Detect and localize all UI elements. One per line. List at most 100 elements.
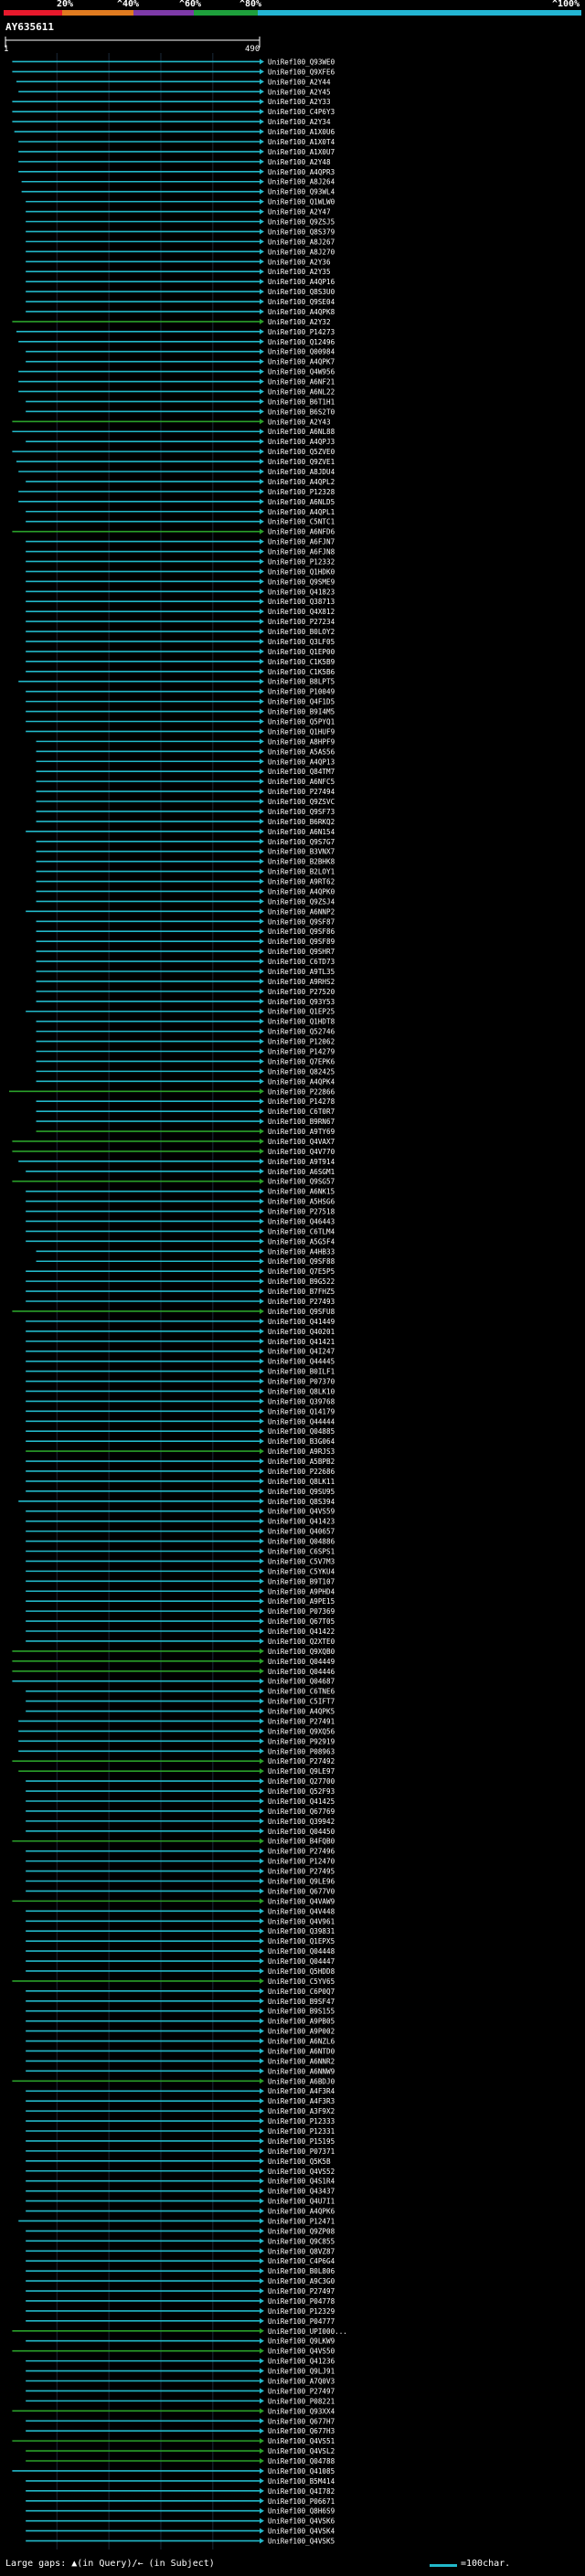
hit-label: UniRef100_P27518 <box>268 1208 335 1216</box>
hit-label: UniRef100_Q52746 <box>268 1028 335 1036</box>
hit-label: UniRef100_A9PE15 <box>268 1597 335 1606</box>
hit-label: UniRef100_P07370 <box>268 1378 335 1386</box>
hit-arrow <box>260 2168 264 2174</box>
hit-label: UniRef100_Q9SF73 <box>268 808 335 816</box>
ruler-label-start: 1 <box>4 45 8 54</box>
hit-label: UniRef100_P12470 <box>268 1858 335 1866</box>
hit-label: UniRef100_P15195 <box>268 2137 335 2146</box>
hit-arrow <box>260 938 264 945</box>
hit-arrow <box>260 2358 264 2364</box>
hit-label: UniRef100_Q9SF89 <box>268 938 335 946</box>
scale-label-100: ^100% <box>552 0 580 9</box>
hit-arrow <box>260 758 264 765</box>
hit-arrow <box>260 1807 264 1814</box>
hit-arrow <box>260 138 264 144</box>
hit-arrow <box>260 348 264 355</box>
hit-label: UniRef100_B9S155 <box>268 2008 335 2016</box>
hit-label: UniRef100_A1X0U6 <box>268 128 335 136</box>
hit-label: UniRef100_A5BPB2 <box>268 1458 335 1466</box>
hit-label: UniRef100_P14278 <box>268 1097 335 1106</box>
hit-label: UniRef100_A6NNW9 <box>268 2067 335 2075</box>
hit-arrow <box>260 898 264 905</box>
hit-arrow <box>260 2238 264 2244</box>
hit-label: UniRef100_Q8H6S9 <box>268 2507 335 2516</box>
hit-arrow <box>260 99 264 105</box>
hit-label: UniRef100_Q9ZSVC <box>268 798 335 806</box>
hit-arrow <box>260 368 264 375</box>
hit-label: UniRef100_B6T1H1 <box>268 398 335 406</box>
hit-label: UniRef100_Q39942 <box>268 1818 335 1826</box>
hit-arrow <box>260 119 264 125</box>
hit-arrow <box>260 1908 264 1914</box>
hit-label: UniRef100_Q1HDK0 <box>268 567 335 576</box>
hit-label: UniRef100_Q9ZSJ5 <box>268 218 335 227</box>
large-gaps-label: Large gaps: ▲(in Query)/← (in Subject) <box>5 2559 215 2569</box>
hit-label: UniRef100_Q1HUF9 <box>268 727 335 736</box>
hit-label: UniRef100_Q4F1D5 <box>268 698 335 706</box>
hit-arrow <box>260 818 264 824</box>
hit-label: UniRef100_B4FQB0 <box>268 1838 335 1846</box>
hit-label: UniRef100_Q9S7G7 <box>268 838 335 846</box>
hit-arrow <box>260 1048 264 1055</box>
hit-arrow <box>260 2378 264 2384</box>
hit-label: UniRef100_P27497 <box>268 2287 335 2295</box>
hit-arrow <box>260 2228 264 2234</box>
hit-label: UniRef100_P22866 <box>268 1087 335 1096</box>
hit-arrow <box>260 668 264 674</box>
hit-label: UniRef100_B9G522 <box>268 1277 335 1286</box>
hit-arrow <box>260 738 264 745</box>
hit-label: UniRef100_P12333 <box>268 2117 335 2125</box>
hit-arrow <box>260 1768 264 1775</box>
hit-arrow <box>260 2408 264 2414</box>
hit-label: UniRef100_Q43437 <box>268 2188 335 2196</box>
hit-arrow <box>260 588 264 595</box>
hit-arrow <box>260 1918 264 1924</box>
hit-arrow <box>260 1518 264 1524</box>
hit-label: UniRef100_P22686 <box>268 1468 335 1476</box>
hit-label: UniRef100_Q4VAW9 <box>268 1897 335 1905</box>
hit-label: UniRef100_Q677H7 <box>268 2417 335 2425</box>
hit-label: UniRef100_Q9SF88 <box>268 1257 335 1266</box>
hit-arrow <box>260 1658 264 1664</box>
hit-label: UniRef100_A4QPK0 <box>268 887 335 896</box>
hit-label: UniRef100_B9SF47 <box>268 1998 335 2006</box>
hit-arrow <box>260 1608 264 1615</box>
hit-arrow <box>260 1018 264 1024</box>
hit-label: UniRef100_Q4I782 <box>268 2487 335 2496</box>
hit-label: UniRef100_Q5HDD8 <box>268 1967 335 1976</box>
hit-arrow <box>260 1368 264 1374</box>
hit-label: UniRef100_Q8VZ87 <box>268 2247 335 2255</box>
hit-arrow <box>260 808 264 814</box>
hit-label: UniRef100_Q00984 <box>268 348 335 356</box>
hit-label: UniRef100_Q4VSK6 <box>268 2518 335 2526</box>
hit-arrow <box>260 2137 264 2144</box>
hit-arrow <box>260 1977 264 1984</box>
hit-arrow <box>260 208 264 215</box>
hit-arrow <box>260 2008 264 2014</box>
hit-arrow <box>260 2108 264 2115</box>
hit-arrow <box>260 2147 264 2154</box>
hit-arrow <box>260 1348 264 1354</box>
hit-arrow <box>260 858 264 864</box>
hit-label: UniRef100_C4P6Y3 <box>268 108 335 116</box>
hit-label: UniRef100_P04778 <box>268 2297 335 2306</box>
hit-label: UniRef100_B9T107 <box>268 1577 335 1585</box>
hit-arrow <box>260 239 264 245</box>
hit-label: UniRef100_Q93XX4 <box>268 2407 335 2415</box>
hit-label: UniRef100_P12332 <box>268 557 335 566</box>
hit-arrow <box>260 79 264 85</box>
hit-arrow <box>260 2208 264 2214</box>
hit-label: UniRef100_P04777 <box>268 2317 335 2326</box>
hit-arrow <box>260 1578 264 1585</box>
hit-label: UniRef100_Q4VSK5 <box>268 2538 335 2546</box>
hit-arrow <box>260 2297 264 2304</box>
hit-arrow <box>260 2438 264 2444</box>
hit-label: UniRef100_A6N154 <box>268 828 335 836</box>
hit-arrow <box>260 2458 264 2465</box>
hit-label: UniRef100_Q04446 <box>268 1668 335 1676</box>
hit-label: UniRef100_A2Y36 <box>268 258 331 266</box>
hit-label: UniRef100_Q9SG57 <box>268 1178 335 1186</box>
hit-arrow <box>260 648 264 654</box>
hit-label: UniRef100_Q67769 <box>268 1807 335 1816</box>
hit-label: UniRef100_B3G064 <box>268 1437 335 1446</box>
